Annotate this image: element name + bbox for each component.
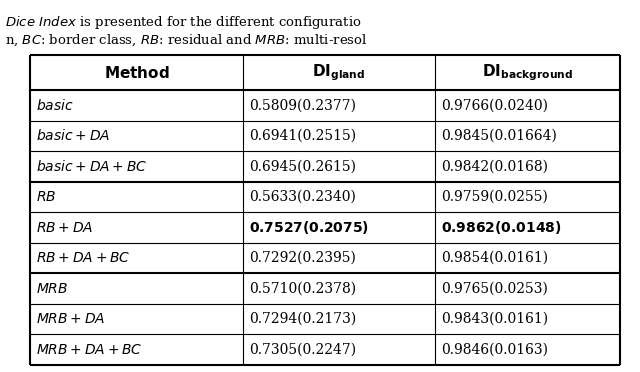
Text: $basic+DA+BC$: $basic+DA+BC$: [36, 159, 147, 174]
Text: $RB+DA+BC$: $RB+DA+BC$: [36, 251, 131, 265]
Text: $basic+DA$: $basic+DA$: [36, 128, 110, 143]
Text: $RB+DA$: $RB+DA$: [36, 221, 93, 234]
Text: $MRB+DA+BC$: $MRB+DA+BC$: [36, 343, 143, 357]
Text: 0.9765(0.0253): 0.9765(0.0253): [441, 282, 548, 296]
Text: 0.7305(0.2247): 0.7305(0.2247): [249, 343, 356, 357]
Text: $MRB$: $MRB$: [36, 282, 68, 296]
Text: 0.9766(0.0240): 0.9766(0.0240): [441, 98, 548, 112]
Text: $\mathbf{0.9862(0.0148)}$: $\mathbf{0.9862(0.0148)}$: [441, 219, 561, 236]
Text: $RB$: $RB$: [36, 190, 56, 204]
Text: 0.9854(0.0161): 0.9854(0.0161): [441, 251, 548, 265]
Text: n, $\it{BC}$: border class, $\it{RB}$: residual and $\it{MRB}$: multi-resol: n, $\it{BC}$: border class, $\it{RB}$: r…: [5, 33, 367, 48]
Text: 0.6941(0.2515): 0.6941(0.2515): [249, 129, 356, 143]
Text: $\mathbf{DI}_{\mathbf{gland}}$: $\mathbf{DI}_{\mathbf{gland}}$: [312, 62, 365, 83]
Text: $\it{Dice\ Index}$ is presented for the different configuratio: $\it{Dice\ Index}$ is presented for the …: [5, 14, 362, 31]
Text: $MRB+DA$: $MRB+DA$: [36, 312, 106, 326]
Text: $\mathbf{Method}$: $\mathbf{Method}$: [104, 64, 170, 80]
Text: 0.9759(0.0255): 0.9759(0.0255): [441, 190, 548, 204]
Text: 0.9845(0.01664): 0.9845(0.01664): [441, 129, 557, 143]
Text: 0.9843(0.0161): 0.9843(0.0161): [441, 312, 548, 326]
Text: 0.5633(0.2340): 0.5633(0.2340): [249, 190, 356, 204]
Text: 0.5809(0.2377): 0.5809(0.2377): [249, 98, 356, 112]
Text: $\mathbf{DI}_{\mathbf{background}}$: $\mathbf{DI}_{\mathbf{background}}$: [482, 62, 573, 83]
Text: 0.7292(0.2395): 0.7292(0.2395): [249, 251, 356, 265]
Text: 0.9846(0.0163): 0.9846(0.0163): [441, 343, 548, 357]
Text: $basic$: $basic$: [36, 98, 74, 113]
Text: $\mathbf{0.7527(0.2075)}$: $\mathbf{0.7527(0.2075)}$: [249, 219, 369, 236]
Text: 0.7294(0.2173): 0.7294(0.2173): [249, 312, 356, 326]
Text: 0.6945(0.2615): 0.6945(0.2615): [249, 159, 356, 173]
Text: 0.5710(0.2378): 0.5710(0.2378): [249, 282, 356, 296]
Text: 0.9842(0.0168): 0.9842(0.0168): [441, 159, 548, 173]
